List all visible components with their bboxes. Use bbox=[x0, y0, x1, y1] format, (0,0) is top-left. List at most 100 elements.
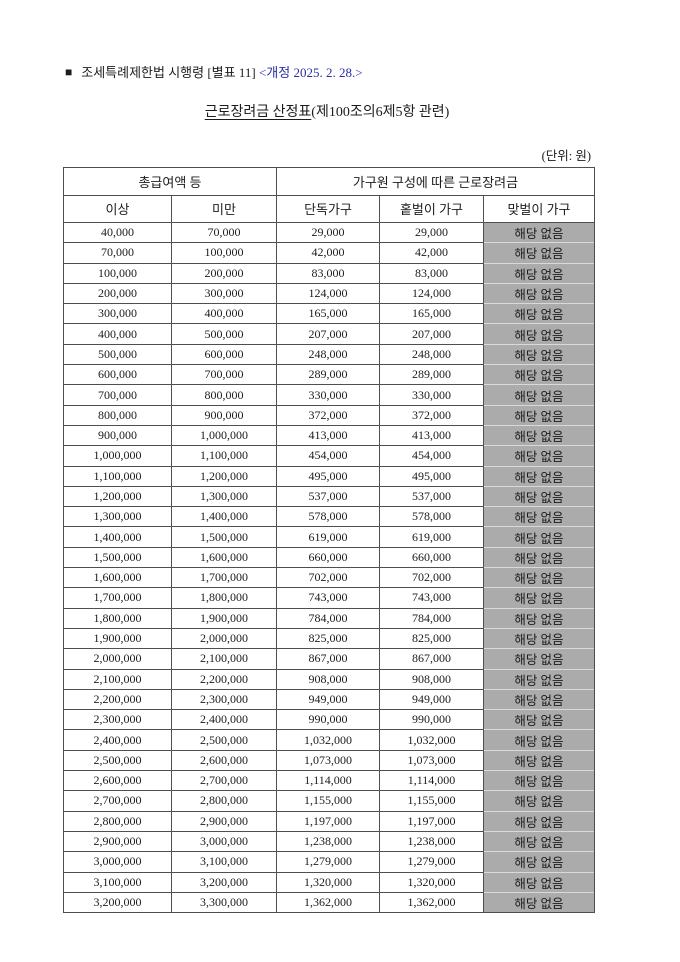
cell-single-household: 702,000 bbox=[277, 568, 380, 589]
cell-income-min: 1,500,000 bbox=[64, 547, 172, 569]
cell-dual-earner-not-applicable: 해당 없음 bbox=[484, 771, 594, 792]
cell-single-earner: 1,320,000 bbox=[380, 872, 484, 893]
cell-income-max: 700,000 bbox=[172, 365, 277, 386]
table-group-header-row: 총급여액 등 가구원 구성에 따른 근로장려금 bbox=[64, 168, 594, 196]
cell-single-household: 1,320,000 bbox=[277, 872, 380, 893]
revision-date-note: <개정 2025. 2. 28.> bbox=[258, 65, 363, 80]
table-row: 2,000,000 2,100,000 867,000 867,000 해당 없음 bbox=[64, 649, 594, 670]
cell-income-max: 1,900,000 bbox=[172, 608, 277, 629]
cell-single-earner: 42,000 bbox=[380, 243, 484, 264]
cell-income-max: 200,000 bbox=[172, 263, 277, 284]
cell-income-min: 900,000 bbox=[64, 425, 172, 447]
cell-income-max: 2,300,000 bbox=[172, 689, 277, 711]
cell-income-max: 2,800,000 bbox=[172, 791, 277, 812]
cell-single-household: 537,000 bbox=[277, 486, 380, 508]
cell-income-min: 100,000 bbox=[64, 263, 172, 284]
unit-note: (단위: 원) bbox=[541, 149, 591, 163]
cell-income-max: 2,700,000 bbox=[172, 771, 277, 792]
cell-income-min: 700,000 bbox=[64, 385, 172, 406]
cell-income-max: 3,300,000 bbox=[172, 892, 277, 913]
cell-income-max: 1,800,000 bbox=[172, 588, 277, 609]
cell-income-min: 300,000 bbox=[64, 304, 172, 325]
cell-income-min: 2,700,000 bbox=[64, 791, 172, 812]
cell-dual-earner-not-applicable: 해당 없음 bbox=[484, 527, 594, 548]
cell-income-min: 40,000 bbox=[64, 223, 172, 244]
cell-income-min: 1,000,000 bbox=[64, 446, 172, 467]
cell-dual-earner-not-applicable: 해당 없음 bbox=[484, 263, 594, 284]
cell-single-earner: 413,000 bbox=[380, 425, 484, 447]
table-row: 2,500,000 2,600,000 1,073,000 1,073,000 해당 없… bbox=[64, 750, 594, 772]
table-row: 2,800,000 2,900,000 1,197,000 1,197,000 해당 없… bbox=[64, 811, 594, 832]
cell-single-household: 495,000 bbox=[277, 466, 380, 487]
table-row: 2,600,000 2,700,000 1,114,000 1,114,000 해당 없… bbox=[64, 771, 594, 792]
cell-single-earner: 784,000 bbox=[380, 608, 484, 629]
table-row: 900,000 1,000,000 413,000 413,000 해당 없음 bbox=[64, 425, 594, 447]
cell-single-household: 42,000 bbox=[277, 243, 380, 264]
cell-income-min: 70,000 bbox=[64, 243, 172, 264]
cell-income-max: 900,000 bbox=[172, 405, 277, 426]
table-row: 200,000 300,000 124,000 124,000 해당 없음 bbox=[64, 283, 594, 305]
cell-single-earner: 165,000 bbox=[380, 304, 484, 325]
cell-income-min: 1,200,000 bbox=[64, 486, 172, 508]
cell-income-min: 3,200,000 bbox=[64, 892, 172, 913]
table-row: 1,400,000 1,500,000 619,000 619,000 해당 없음 bbox=[64, 527, 594, 548]
cell-single-earner: 537,000 bbox=[380, 486, 484, 508]
cell-income-max: 2,100,000 bbox=[172, 649, 277, 670]
cell-dual-earner-not-applicable: 해당 없음 bbox=[484, 791, 594, 812]
cell-single-earner: 990,000 bbox=[380, 710, 484, 731]
table-row: 70,000 100,000 42,000 42,000 해당 없음 bbox=[64, 243, 594, 264]
cell-income-min: 500,000 bbox=[64, 344, 172, 366]
cell-single-earner: 660,000 bbox=[380, 547, 484, 569]
eitc-calculation-table: 총급여액 등 가구원 구성에 따른 근로장려금 이상 미만 단독가구 홑벌이 가… bbox=[63, 167, 595, 914]
cell-income-min: 2,800,000 bbox=[64, 811, 172, 832]
table-column-header-row: 이상 미만 단독가구 홑벌이 가구 맞벌이 가구 bbox=[64, 195, 594, 223]
cell-income-max: 2,600,000 bbox=[172, 750, 277, 772]
cell-dual-earner-not-applicable: 해당 없음 bbox=[484, 831, 594, 853]
cell-income-max: 300,000 bbox=[172, 283, 277, 305]
cell-dual-earner-not-applicable: 해당 없음 bbox=[484, 608, 594, 629]
cell-income-max: 2,000,000 bbox=[172, 628, 277, 650]
cell-single-earner: 578,000 bbox=[380, 507, 484, 528]
table-row: 600,000 700,000 289,000 289,000 해당 없음 bbox=[64, 365, 594, 386]
table-row: 2,200,000 2,300,000 949,000 949,000 해당 없음 bbox=[64, 689, 594, 711]
cell-income-max: 100,000 bbox=[172, 243, 277, 264]
cell-single-earner: 495,000 bbox=[380, 466, 484, 487]
cell-single-earner: 248,000 bbox=[380, 344, 484, 366]
table-row: 300,000 400,000 165,000 165,000 해당 없음 bbox=[64, 304, 594, 325]
table-row: 1,900,000 2,000,000 825,000 825,000 해당 없음 bbox=[64, 628, 594, 650]
statute-reference-line: ■ 조세특례제한법 시행령 [별표 11] <개정 2025. 2. 28.> bbox=[65, 62, 363, 81]
cell-income-max: 2,900,000 bbox=[172, 811, 277, 832]
cell-income-min: 1,100,000 bbox=[64, 466, 172, 487]
cell-income-max: 500,000 bbox=[172, 324, 277, 345]
cell-single-earner: 908,000 bbox=[380, 669, 484, 690]
cell-income-max: 2,400,000 bbox=[172, 710, 277, 731]
cell-income-max: 1,200,000 bbox=[172, 466, 277, 487]
cell-income-max: 3,200,000 bbox=[172, 872, 277, 893]
cell-single-earner: 867,000 bbox=[380, 649, 484, 670]
cell-single-household: 908,000 bbox=[277, 669, 380, 690]
cell-income-max: 1,500,000 bbox=[172, 527, 277, 548]
cell-income-min: 600,000 bbox=[64, 365, 172, 386]
cell-income-max: 3,100,000 bbox=[172, 852, 277, 873]
cell-income-min: 1,600,000 bbox=[64, 568, 172, 589]
cell-single-earner: 1,155,000 bbox=[380, 791, 484, 812]
black-square-bullet-icon: ■ bbox=[65, 65, 73, 79]
cell-income-max: 800,000 bbox=[172, 385, 277, 406]
cell-dual-earner-not-applicable: 해당 없음 bbox=[484, 872, 594, 893]
cell-single-household: 372,000 bbox=[277, 405, 380, 426]
table-row: 700,000 800,000 330,000 330,000 해당 없음 bbox=[64, 385, 594, 406]
table-row: 1,200,000 1,300,000 537,000 537,000 해당 없음 bbox=[64, 486, 594, 508]
cell-income-min: 2,200,000 bbox=[64, 689, 172, 711]
cell-single-earner: 1,362,000 bbox=[380, 892, 484, 913]
cell-single-household: 83,000 bbox=[277, 263, 380, 284]
cell-income-max: 1,300,000 bbox=[172, 486, 277, 508]
cell-income-min: 2,100,000 bbox=[64, 669, 172, 690]
cell-single-household: 248,000 bbox=[277, 344, 380, 366]
cell-single-household: 784,000 bbox=[277, 608, 380, 629]
cell-single-earner: 1,073,000 bbox=[380, 750, 484, 772]
cell-dual-earner-not-applicable: 해당 없음 bbox=[484, 689, 594, 711]
statute-reference-text: 조세특례제한법 시행령 [별표 11] bbox=[81, 65, 256, 80]
cell-single-household: 1,114,000 bbox=[277, 771, 380, 792]
cell-single-household: 1,073,000 bbox=[277, 750, 380, 772]
